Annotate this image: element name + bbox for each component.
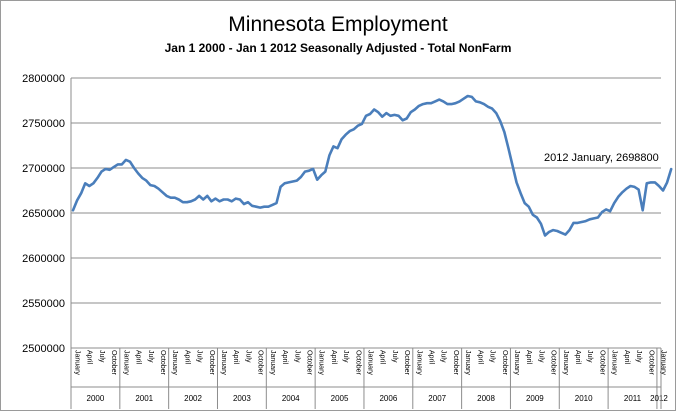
- y-tick-label: 2750000: [22, 118, 65, 130]
- month-label: July: [440, 350, 447, 363]
- month-label: April: [330, 350, 337, 364]
- chart-title: Minnesota Employment: [228, 13, 448, 36]
- year-label: 2007: [428, 394, 446, 403]
- y-tick-label: 2700000: [22, 163, 65, 175]
- month-label: July: [537, 350, 544, 363]
- year-label: 2009: [526, 394, 544, 403]
- month-label: January: [122, 350, 129, 375]
- series-line-employment: [71, 94, 673, 237]
- month-label: October: [501, 350, 508, 376]
- month-label: January: [367, 350, 374, 375]
- y-tick-label: 2550000: [22, 298, 65, 310]
- year-label: 2010: [575, 394, 593, 403]
- month-label: July: [342, 350, 349, 363]
- month-label: April: [525, 350, 532, 364]
- month-label: October: [354, 350, 361, 376]
- month-label: October: [550, 350, 557, 376]
- month-label: April: [183, 350, 190, 364]
- month-label: July: [635, 350, 642, 363]
- month-label: January: [562, 350, 569, 375]
- month-label: October: [208, 350, 215, 376]
- month-label: April: [232, 350, 239, 364]
- month-label: July: [586, 350, 593, 363]
- month-label: April: [281, 350, 288, 364]
- month-label: January: [171, 350, 178, 375]
- month-label: July: [489, 350, 496, 363]
- y-tick-label: 2650000: [22, 208, 65, 220]
- month-label: July: [196, 350, 203, 363]
- month-label: January: [318, 350, 325, 375]
- chart-subtitle: Jan 1 2000 - Jan 1 2012 Seasonally Adjus…: [165, 41, 512, 55]
- month-label: April: [476, 350, 483, 364]
- gridlines: [71, 77, 661, 304]
- y-tick-label: 2500000: [22, 343, 65, 355]
- year-label: 2003: [233, 394, 251, 403]
- year-label: 2011: [624, 394, 642, 403]
- month-label: July: [391, 350, 398, 363]
- month-label: January: [74, 350, 81, 375]
- month-label: January: [269, 350, 276, 375]
- month-label: January: [220, 350, 227, 375]
- month-label: October: [257, 350, 264, 376]
- month-label: July: [147, 350, 154, 363]
- y-tick-label: 2800000: [22, 73, 65, 85]
- month-label: April: [135, 350, 142, 364]
- y-tick-label: 2600000: [22, 253, 65, 265]
- month-label: October: [305, 350, 312, 376]
- month-label: October: [403, 350, 410, 376]
- x-axis-labels: 2000 January April July October 2001 January Ap…: [70, 348, 668, 409]
- year-label: 2008: [477, 394, 495, 403]
- month-label: April: [86, 350, 93, 364]
- month-label: April: [428, 350, 435, 364]
- year-label: 2001: [135, 394, 153, 403]
- month-label: July: [98, 350, 105, 363]
- month-label: July: [244, 350, 251, 363]
- year-label: 2005: [331, 394, 349, 403]
- month-label: April: [623, 350, 630, 364]
- year-label: 2000: [87, 394, 105, 403]
- month-label: January: [611, 350, 618, 375]
- month-label: January: [415, 350, 422, 375]
- month-label: October: [452, 350, 459, 376]
- month-label: January: [513, 350, 520, 375]
- month-label: October: [647, 350, 654, 376]
- year-label: 2006: [379, 394, 397, 403]
- month-label: October: [159, 350, 166, 376]
- month-label: July: [293, 350, 300, 363]
- year-label: 2012: [650, 394, 668, 403]
- data-label-last-point: 2012 January, 2698800: [544, 152, 659, 164]
- year-label: 2002: [184, 394, 202, 403]
- month-label: April: [379, 350, 386, 364]
- y-axis-ticks: 2800000 2750000 2700000 2650000 2600000 25500…: [22, 73, 65, 355]
- month-label: April: [574, 350, 581, 364]
- month-label: October: [110, 350, 117, 376]
- month-label: January: [659, 350, 666, 375]
- month-label: January: [464, 350, 471, 375]
- axes: [70, 78, 661, 349]
- year-label: 2004: [282, 394, 300, 403]
- month-label: October: [598, 350, 605, 376]
